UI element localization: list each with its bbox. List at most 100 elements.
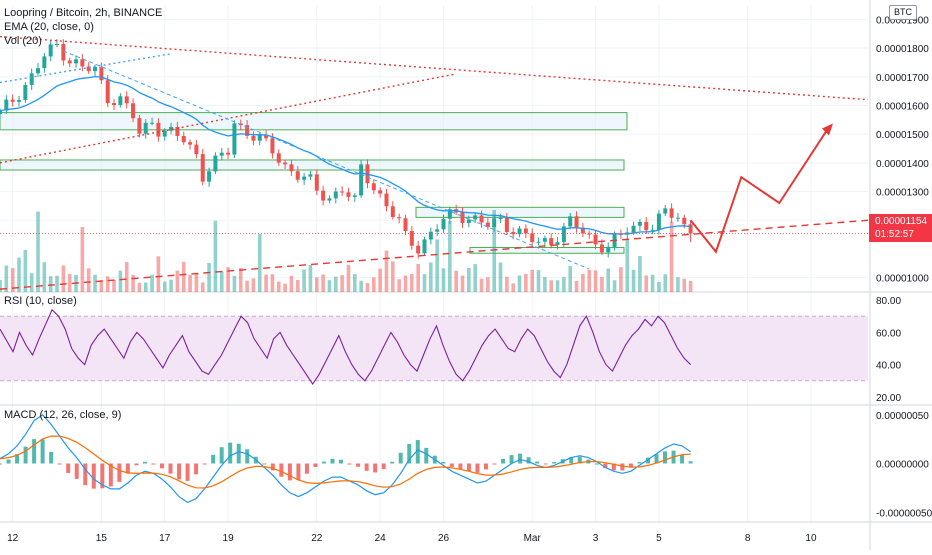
- volume-bar: [238, 268, 243, 292]
- volume-bar: [498, 262, 503, 292]
- macd-histogram-bar: [0, 463, 2, 465]
- candle-body: [333, 191, 338, 199]
- volume-bar: [150, 274, 154, 292]
- macd-histogram-bar: [552, 461, 557, 464]
- volume-bar: [365, 283, 370, 292]
- candle-body: [517, 228, 522, 235]
- macd-histogram-bar: [449, 463, 454, 467]
- volume-bar: [327, 280, 332, 292]
- ema-legend[interactable]: EMA (20, close, 0): [4, 21, 94, 33]
- volume-bar: [314, 277, 319, 292]
- macd-histogram-bar: [347, 463, 352, 465]
- volume-bar: [422, 274, 427, 292]
- ema-line: [0, 75, 691, 235]
- macd-histogram-bar: [637, 462, 642, 464]
- volume-bar: [619, 267, 623, 292]
- volume-bar: [36, 211, 40, 292]
- candle-body: [105, 80, 110, 104]
- candle-body: [112, 103, 117, 106]
- volume-bar: [657, 281, 661, 292]
- candle-body: [67, 60, 72, 64]
- volume-bar: [245, 280, 249, 292]
- volume-bar: [688, 280, 693, 292]
- candle-body: [416, 245, 421, 254]
- volume-bar: [213, 220, 218, 292]
- volume-bar: [378, 268, 382, 292]
- volume-bar: [131, 274, 135, 292]
- candle-body: [93, 67, 98, 72]
- macd-histogram-bar: [83, 463, 88, 486]
- volume-bar: [403, 275, 408, 292]
- macd-line: [0, 414, 691, 504]
- macd-legend[interactable]: MACD (12, 26, close, 9): [4, 409, 122, 421]
- macd-histogram-bar: [620, 463, 625, 471]
- volume-bar: [219, 271, 224, 292]
- volume-bar: [99, 280, 104, 292]
- volume-bar: [17, 257, 21, 292]
- candle-body: [175, 126, 180, 136]
- macd-histogram-bar: [74, 463, 79, 479]
- resistance-zone: [0, 112, 628, 131]
- rsi-band: [0, 316, 868, 381]
- candle-body: [213, 155, 218, 172]
- volume-bar: [289, 275, 294, 292]
- volume-legend[interactable]: Vol (20): [4, 35, 42, 47]
- candle-body: [568, 216, 573, 227]
- volume-bar: [562, 276, 566, 292]
- last-price-tag: 0.00001154 01:52:57: [869, 214, 932, 242]
- macd-signal-line: [0, 435, 691, 489]
- macd-histogram-bar: [603, 463, 608, 469]
- macd-histogram-bar: [364, 463, 369, 471]
- candle-body: [460, 212, 465, 223]
- macd-histogram-bar: [185, 463, 190, 481]
- candle-body: [435, 229, 440, 232]
- candle-body: [599, 244, 604, 253]
- volume-bar: [42, 262, 47, 292]
- candle-body: [4, 99, 9, 111]
- candle-body: [536, 241, 541, 243]
- macd-histogram-bar: [390, 461, 395, 464]
- candle-body: [314, 174, 319, 191]
- volume-bar: [549, 280, 554, 292]
- macd-histogram-bar: [330, 458, 335, 464]
- projection-arrow[interactable]: [689, 123, 833, 254]
- macd-histogram-bar: [134, 463, 139, 466]
- bar-countdown: 01:52:57: [875, 229, 914, 240]
- rsi-legend[interactable]: RSI (10, close): [4, 295, 77, 307]
- volume-bar: [270, 274, 275, 292]
- volume-bar: [162, 281, 167, 292]
- candle-body: [346, 192, 351, 197]
- macd-histogram-bar: [66, 463, 71, 473]
- volume-bar: [505, 276, 509, 292]
- candle-body: [99, 67, 104, 81]
- price-axis-label: 0.00001600: [876, 101, 929, 112]
- volume-bar: [23, 249, 28, 292]
- rsi-axis-label: 20.00: [876, 393, 901, 404]
- candle-body: [55, 43, 60, 45]
- currency-badge[interactable]: BTC: [889, 5, 917, 20]
- volume-bar: [631, 269, 636, 292]
- macd-pane: [0, 414, 693, 504]
- candle-body: [574, 216, 579, 228]
- macd-histogram-bar: [142, 461, 147, 464]
- volume-bar: [156, 256, 161, 292]
- macd-histogram-bar: [91, 463, 96, 489]
- volume-bar: [232, 275, 237, 292]
- candle-body: [555, 242, 560, 245]
- candle-body: [637, 221, 642, 226]
- candle-body: [682, 217, 687, 225]
- projection-arrowhead: [821, 123, 833, 136]
- macd-histogram-bar: [211, 454, 216, 464]
- volume-bar: [200, 282, 205, 292]
- candle-body: [542, 238, 547, 242]
- macd-histogram-bar: [526, 457, 531, 464]
- volume-bar: [86, 268, 91, 292]
- macd-histogram-bar: [6, 459, 11, 464]
- candle-body: [74, 59, 79, 64]
- macd-histogram-bar: [594, 463, 599, 465]
- macd-histogram-bar: [645, 457, 650, 464]
- macd-histogram-bar: [49, 451, 54, 464]
- candle-body: [276, 153, 281, 163]
- rsi-axis-label: 60.00: [876, 328, 901, 339]
